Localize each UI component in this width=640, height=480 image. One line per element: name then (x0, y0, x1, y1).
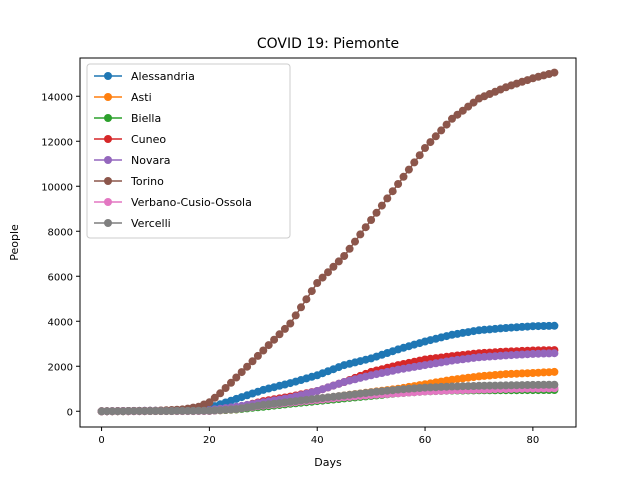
data-point (383, 194, 392, 203)
legend-label: Asti (131, 91, 152, 104)
data-point (221, 384, 230, 392)
data-point (264, 341, 273, 350)
data-point (442, 120, 451, 129)
data-point (550, 349, 559, 358)
legend-marker (104, 198, 112, 206)
data-point (399, 172, 408, 181)
legend-item: Torino (94, 175, 164, 188)
data-point (410, 158, 419, 167)
data-point (394, 180, 403, 188)
x-tick-label: 20 (203, 435, 216, 446)
data-point (318, 273, 327, 282)
legend-label: Biella (131, 112, 161, 125)
legend-item: Biella (94, 112, 161, 125)
legend-item: Vercelli (94, 217, 171, 230)
data-point (259, 346, 268, 355)
y-tick-label: 2000 (48, 362, 73, 373)
data-point (345, 244, 354, 253)
legend-marker (104, 93, 112, 101)
y-tick-label: 4000 (48, 317, 73, 328)
legend-marker (104, 219, 112, 227)
plot-frame (79, 57, 577, 428)
data-point (286, 319, 295, 328)
data-point (334, 257, 343, 266)
data-point (404, 165, 413, 174)
legend-item: Novara (94, 154, 170, 167)
data-point (437, 126, 446, 135)
y-tick-label: 10000 (41, 182, 73, 193)
y-axis-label: People (8, 224, 21, 261)
data-point (216, 389, 225, 398)
data-point (291, 311, 300, 320)
y-tick-label: 8000 (48, 227, 73, 238)
data-point (324, 268, 332, 277)
data-point (253, 351, 262, 360)
data-point (243, 362, 252, 371)
data-point (550, 380, 559, 389)
chart-title: COVID 19: Piemonte (257, 36, 399, 52)
data-point (210, 393, 219, 402)
x-tick-label: 0 (98, 435, 104, 446)
data-point (550, 367, 559, 376)
legend-marker (104, 135, 112, 143)
y-tick-label: 14000 (41, 92, 73, 103)
data-point (280, 324, 289, 333)
y-tick-label: 12000 (41, 137, 73, 148)
data-point (270, 335, 279, 344)
data-point (550, 68, 559, 77)
data-point (426, 138, 435, 147)
data-point (227, 378, 235, 387)
legend-marker (104, 156, 112, 164)
legend-label: Verbano-Cusio-Ossola (131, 196, 252, 209)
legend-label: Novara (131, 154, 170, 167)
data-point (421, 144, 429, 152)
data-point (232, 373, 241, 382)
data-point (388, 187, 397, 196)
data-point (297, 303, 305, 312)
data-point (340, 252, 349, 260)
data-point (329, 262, 338, 271)
x-axis-label: Days (314, 456, 342, 469)
legend-label: Torino (130, 175, 164, 188)
x-tick-label: 40 (311, 435, 324, 446)
data-point (415, 151, 424, 160)
y-tick-label: 6000 (48, 272, 73, 283)
y-tick-label: 0 (67, 407, 73, 418)
data-point (302, 295, 311, 304)
legend-marker (104, 72, 112, 80)
legend-item: Verbano-Cusio-Ossola (94, 196, 252, 209)
data-point (307, 287, 316, 296)
legend-marker (104, 177, 112, 185)
legend-label: Cuneo (131, 133, 166, 146)
data-point (275, 330, 284, 339)
data-point (313, 279, 322, 287)
data-point (431, 132, 440, 141)
legend-label: Vercelli (131, 217, 171, 230)
legend: Alessandria Asti Biella Cuneo Novara Torino Ve… (86, 63, 291, 239)
series-layer (97, 68, 559, 416)
legend-item: Cuneo (94, 133, 166, 146)
legend-label: Alessandria (131, 70, 195, 83)
data-point (377, 201, 386, 210)
data-point (367, 216, 376, 224)
data-point (550, 321, 559, 330)
data-point (205, 398, 214, 407)
data-point (351, 237, 359, 246)
data-point (361, 223, 370, 232)
data-point (248, 357, 257, 366)
legend-marker (104, 114, 112, 122)
data-point (372, 208, 381, 217)
x-tick-label: 60 (419, 435, 432, 446)
axis-ticks: 0 20 40 60 80 0 2000 4000 6000 8000 10000 12000 1400… (41, 92, 539, 446)
legend-item: Asti (94, 91, 152, 104)
x-tick-label: 80 (527, 435, 540, 446)
series-vercelli (97, 380, 559, 416)
data-point (237, 368, 246, 377)
legend-item: Alessandria (94, 70, 195, 83)
legend-box (86, 63, 291, 239)
data-point (356, 230, 365, 239)
